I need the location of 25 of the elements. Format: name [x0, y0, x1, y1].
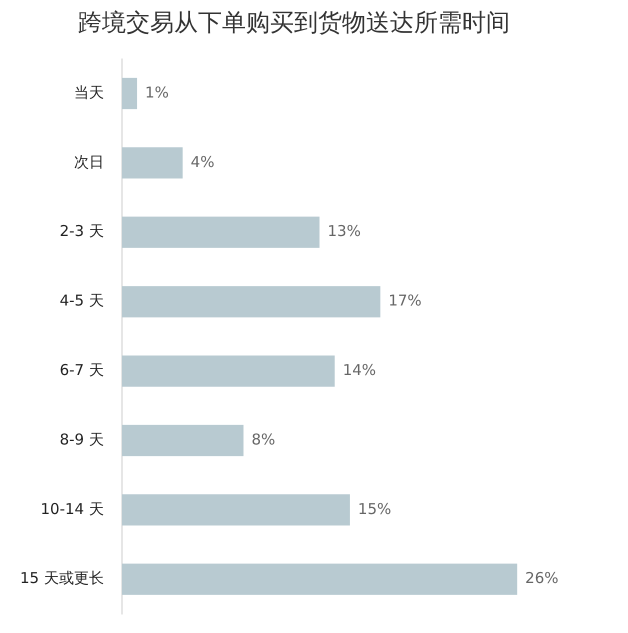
y-tick-label: 6-7 天	[60, 360, 104, 379]
data-label: 4%	[190, 152, 214, 171]
y-tick-label: 当天	[74, 83, 104, 102]
bar	[122, 286, 380, 318]
y-tick-label: 2-3 天	[60, 222, 104, 240]
bar	[122, 424, 244, 456]
bar	[122, 216, 320, 248]
data-label: 15%	[358, 500, 392, 518]
chart-title: 跨境交易从下单购买到货物送达所需时间	[78, 8, 510, 37]
y-tick-label: 4-5 天	[60, 292, 104, 310]
y-tick-label: 15 天或更长	[20, 569, 104, 588]
bar	[122, 564, 518, 595]
y-tick-label: 8-9 天	[60, 430, 104, 448]
bar	[122, 355, 335, 387]
bar	[122, 78, 138, 110]
data-label: 17%	[388, 292, 422, 310]
bar	[122, 147, 183, 179]
data-label: 26%	[525, 569, 559, 588]
data-label: 1%	[145, 83, 169, 102]
data-label: 8%	[251, 430, 276, 448]
data-label: 13%	[328, 222, 361, 240]
y-tick-label: 次日	[74, 152, 104, 171]
bar	[122, 494, 350, 526]
data-label: 14%	[342, 360, 376, 379]
y-tick-label: 10-14 天	[40, 500, 104, 518]
